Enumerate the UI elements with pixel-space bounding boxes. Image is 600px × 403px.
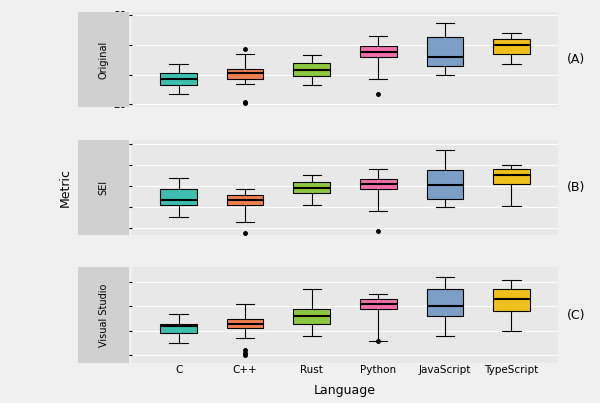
PathPatch shape <box>493 169 530 184</box>
PathPatch shape <box>160 73 197 85</box>
PathPatch shape <box>493 289 530 312</box>
PathPatch shape <box>427 170 463 199</box>
PathPatch shape <box>360 299 397 309</box>
PathPatch shape <box>360 179 397 189</box>
Text: Visual Studio: Visual Studio <box>98 283 109 347</box>
PathPatch shape <box>227 319 263 328</box>
PathPatch shape <box>493 39 530 54</box>
Text: Original: Original <box>98 41 109 79</box>
Text: SEI: SEI <box>98 180 109 195</box>
Text: (C): (C) <box>567 309 586 322</box>
PathPatch shape <box>293 63 330 76</box>
PathPatch shape <box>160 189 197 205</box>
Text: (A): (A) <box>567 53 585 66</box>
Text: (B): (B) <box>567 181 586 194</box>
PathPatch shape <box>360 46 397 57</box>
PathPatch shape <box>427 37 463 66</box>
PathPatch shape <box>293 309 330 324</box>
PathPatch shape <box>160 324 197 333</box>
PathPatch shape <box>293 182 330 193</box>
PathPatch shape <box>227 195 263 205</box>
PathPatch shape <box>227 69 263 79</box>
PathPatch shape <box>427 289 463 316</box>
Text: Language: Language <box>314 384 376 397</box>
Text: Metric: Metric <box>59 168 72 207</box>
